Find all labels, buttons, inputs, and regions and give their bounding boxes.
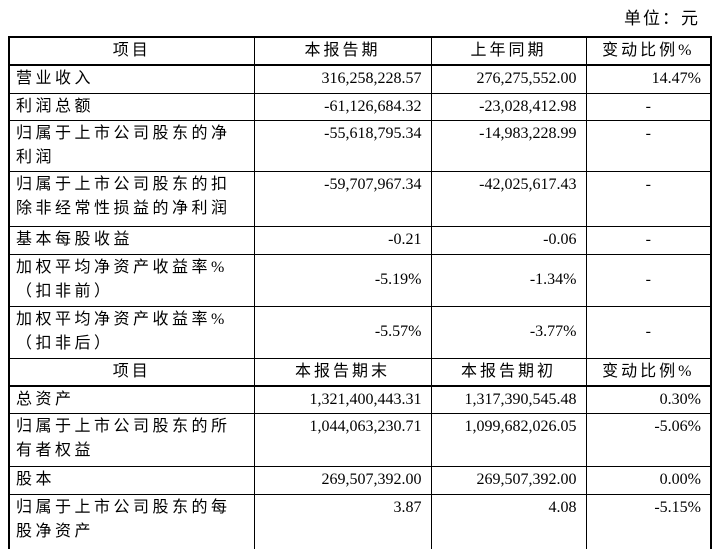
current-period-value: -61,126,684.32: [253, 92, 432, 121]
current-period-value: 316,258,228.57: [253, 64, 432, 94]
item-cell: 利润总额: [8, 92, 255, 121]
change-ratio-value: -5.15%: [585, 494, 712, 549]
table1-header-prior-period: 上年同期: [430, 36, 587, 66]
item-cell: 归属于上市公司股东的每 股净资产: [8, 494, 255, 549]
table-row-share-capital: 股本 269,507,392.00 269,507,392.00 0.00%: [8, 466, 712, 495]
current-period-value: -55,618,795.34: [253, 119, 432, 172]
item-cell: 加权平均净资产收益率% （扣非前）: [8, 253, 255, 307]
item-cell: 归属于上市公司股东的所 有者权益: [8, 413, 255, 467]
change-ratio-value: -: [585, 225, 712, 255]
unit-label: 单位：元: [624, 9, 700, 28]
period-end-value: 3.87: [253, 494, 432, 549]
item-cell: 股本: [8, 466, 255, 495]
period-begin-value: 1,099,682,026.05: [430, 413, 587, 467]
table-row-basic-eps: 基本每股收益 -0.21 -0.06 -: [8, 225, 712, 255]
table-row-operating-revenue: 营业收入 316,258,228.57 276,275,552.00 14.47…: [8, 64, 712, 94]
table-row-weighted-roe-after-deduction: 加权平均净资产收益率% （扣非后） -5.57% -3.77% -: [8, 305, 712, 359]
table2-header-item: 项目: [8, 357, 255, 387]
change-ratio-value: -5.06%: [585, 413, 712, 467]
change-ratio-value: -: [585, 92, 712, 121]
table-row-net-profit-attributable: 归属于上市公司股东的净 利润 -55,618,795.34 -14,983,22…: [8, 119, 712, 172]
table-row-total-assets: 总资产 1,321,400,443.31 1,317,390,545.48 0.…: [8, 385, 712, 414]
item-cell: 归属于上市公司股东的扣 除非经常性损益的净利润: [8, 170, 255, 227]
change-ratio-value: -: [585, 119, 712, 172]
prior-period-value: -1.34%: [430, 253, 587, 307]
table2-header-period-begin: 本报告期初: [430, 357, 587, 387]
change-ratio-value: -: [585, 305, 712, 359]
item-cell: 基本每股收益: [8, 225, 255, 255]
current-period-value: -59,707,967.34: [253, 170, 432, 227]
prior-period-value: -14,983,228.99: [430, 119, 587, 172]
financial-summary-table: 项目 本报告期 上年同期 变动比例% 营业收入 316,258,228.57 2…: [8, 36, 712, 549]
period-end-value: 269,507,392.00: [253, 466, 432, 495]
table-row-owners-equity-attributable: 归属于上市公司股东的所 有者权益 1,044,063,230.71 1,099,…: [8, 413, 712, 467]
table1-header-current-period: 本报告期: [253, 36, 432, 66]
table1-header-change-ratio: 变动比例%: [585, 36, 712, 66]
item-cell: 归属于上市公司股东的净 利润: [8, 119, 255, 172]
table-row-total-profit: 利润总额 -61,126,684.32 -23,028,412.98 -: [8, 92, 712, 121]
item-cell: 总资产: [8, 385, 255, 414]
item-cell: 加权平均净资产收益率% （扣非后）: [8, 305, 255, 359]
table1-header-item: 项目: [8, 36, 255, 66]
table2-header-change-ratio: 变动比例%: [585, 357, 712, 387]
table2-header-period-end: 本报告期末: [253, 357, 432, 387]
current-period-value: -5.57%: [253, 305, 432, 359]
table1-header-row: 项目 本报告期 上年同期 变动比例%: [8, 36, 712, 66]
period-end-value: 1,044,063,230.71: [253, 413, 432, 467]
change-ratio-value: 0.00%: [585, 466, 712, 495]
current-period-value: -5.19%: [253, 253, 432, 307]
period-begin-value: 269,507,392.00: [430, 466, 587, 495]
prior-period-value: 276,275,552.00: [430, 64, 587, 94]
period-begin-value: 1,317,390,545.48: [430, 385, 587, 414]
prior-period-value: -0.06: [430, 225, 587, 255]
period-end-value: 1,321,400,443.31: [253, 385, 432, 414]
table-row-net-assets-per-share: 归属于上市公司股东的每 股净资产 3.87 4.08 -5.15%: [8, 494, 712, 549]
table-row-net-profit-deducting-nonrecurring: 归属于上市公司股东的扣 除非经常性损益的净利润 -59,707,967.34 -…: [8, 170, 712, 227]
current-period-value: -0.21: [253, 225, 432, 255]
item-cell: 营业收入: [8, 64, 255, 94]
table2-header-row: 项目 本报告期末 本报告期初 变动比例%: [8, 357, 712, 387]
table-row-weighted-roe-before-deduction: 加权平均净资产收益率% （扣非前） -5.19% -1.34% -: [8, 253, 712, 307]
change-ratio-value: 0.30%: [585, 385, 712, 414]
prior-period-value: -23,028,412.98: [430, 92, 587, 121]
prior-period-value: -3.77%: [430, 305, 587, 359]
prior-period-value: -42,025,617.43: [430, 170, 587, 227]
change-ratio-value: 14.47%: [585, 64, 712, 94]
period-begin-value: 4.08: [430, 494, 587, 549]
change-ratio-value: -: [585, 253, 712, 307]
change-ratio-value: -: [585, 170, 712, 227]
